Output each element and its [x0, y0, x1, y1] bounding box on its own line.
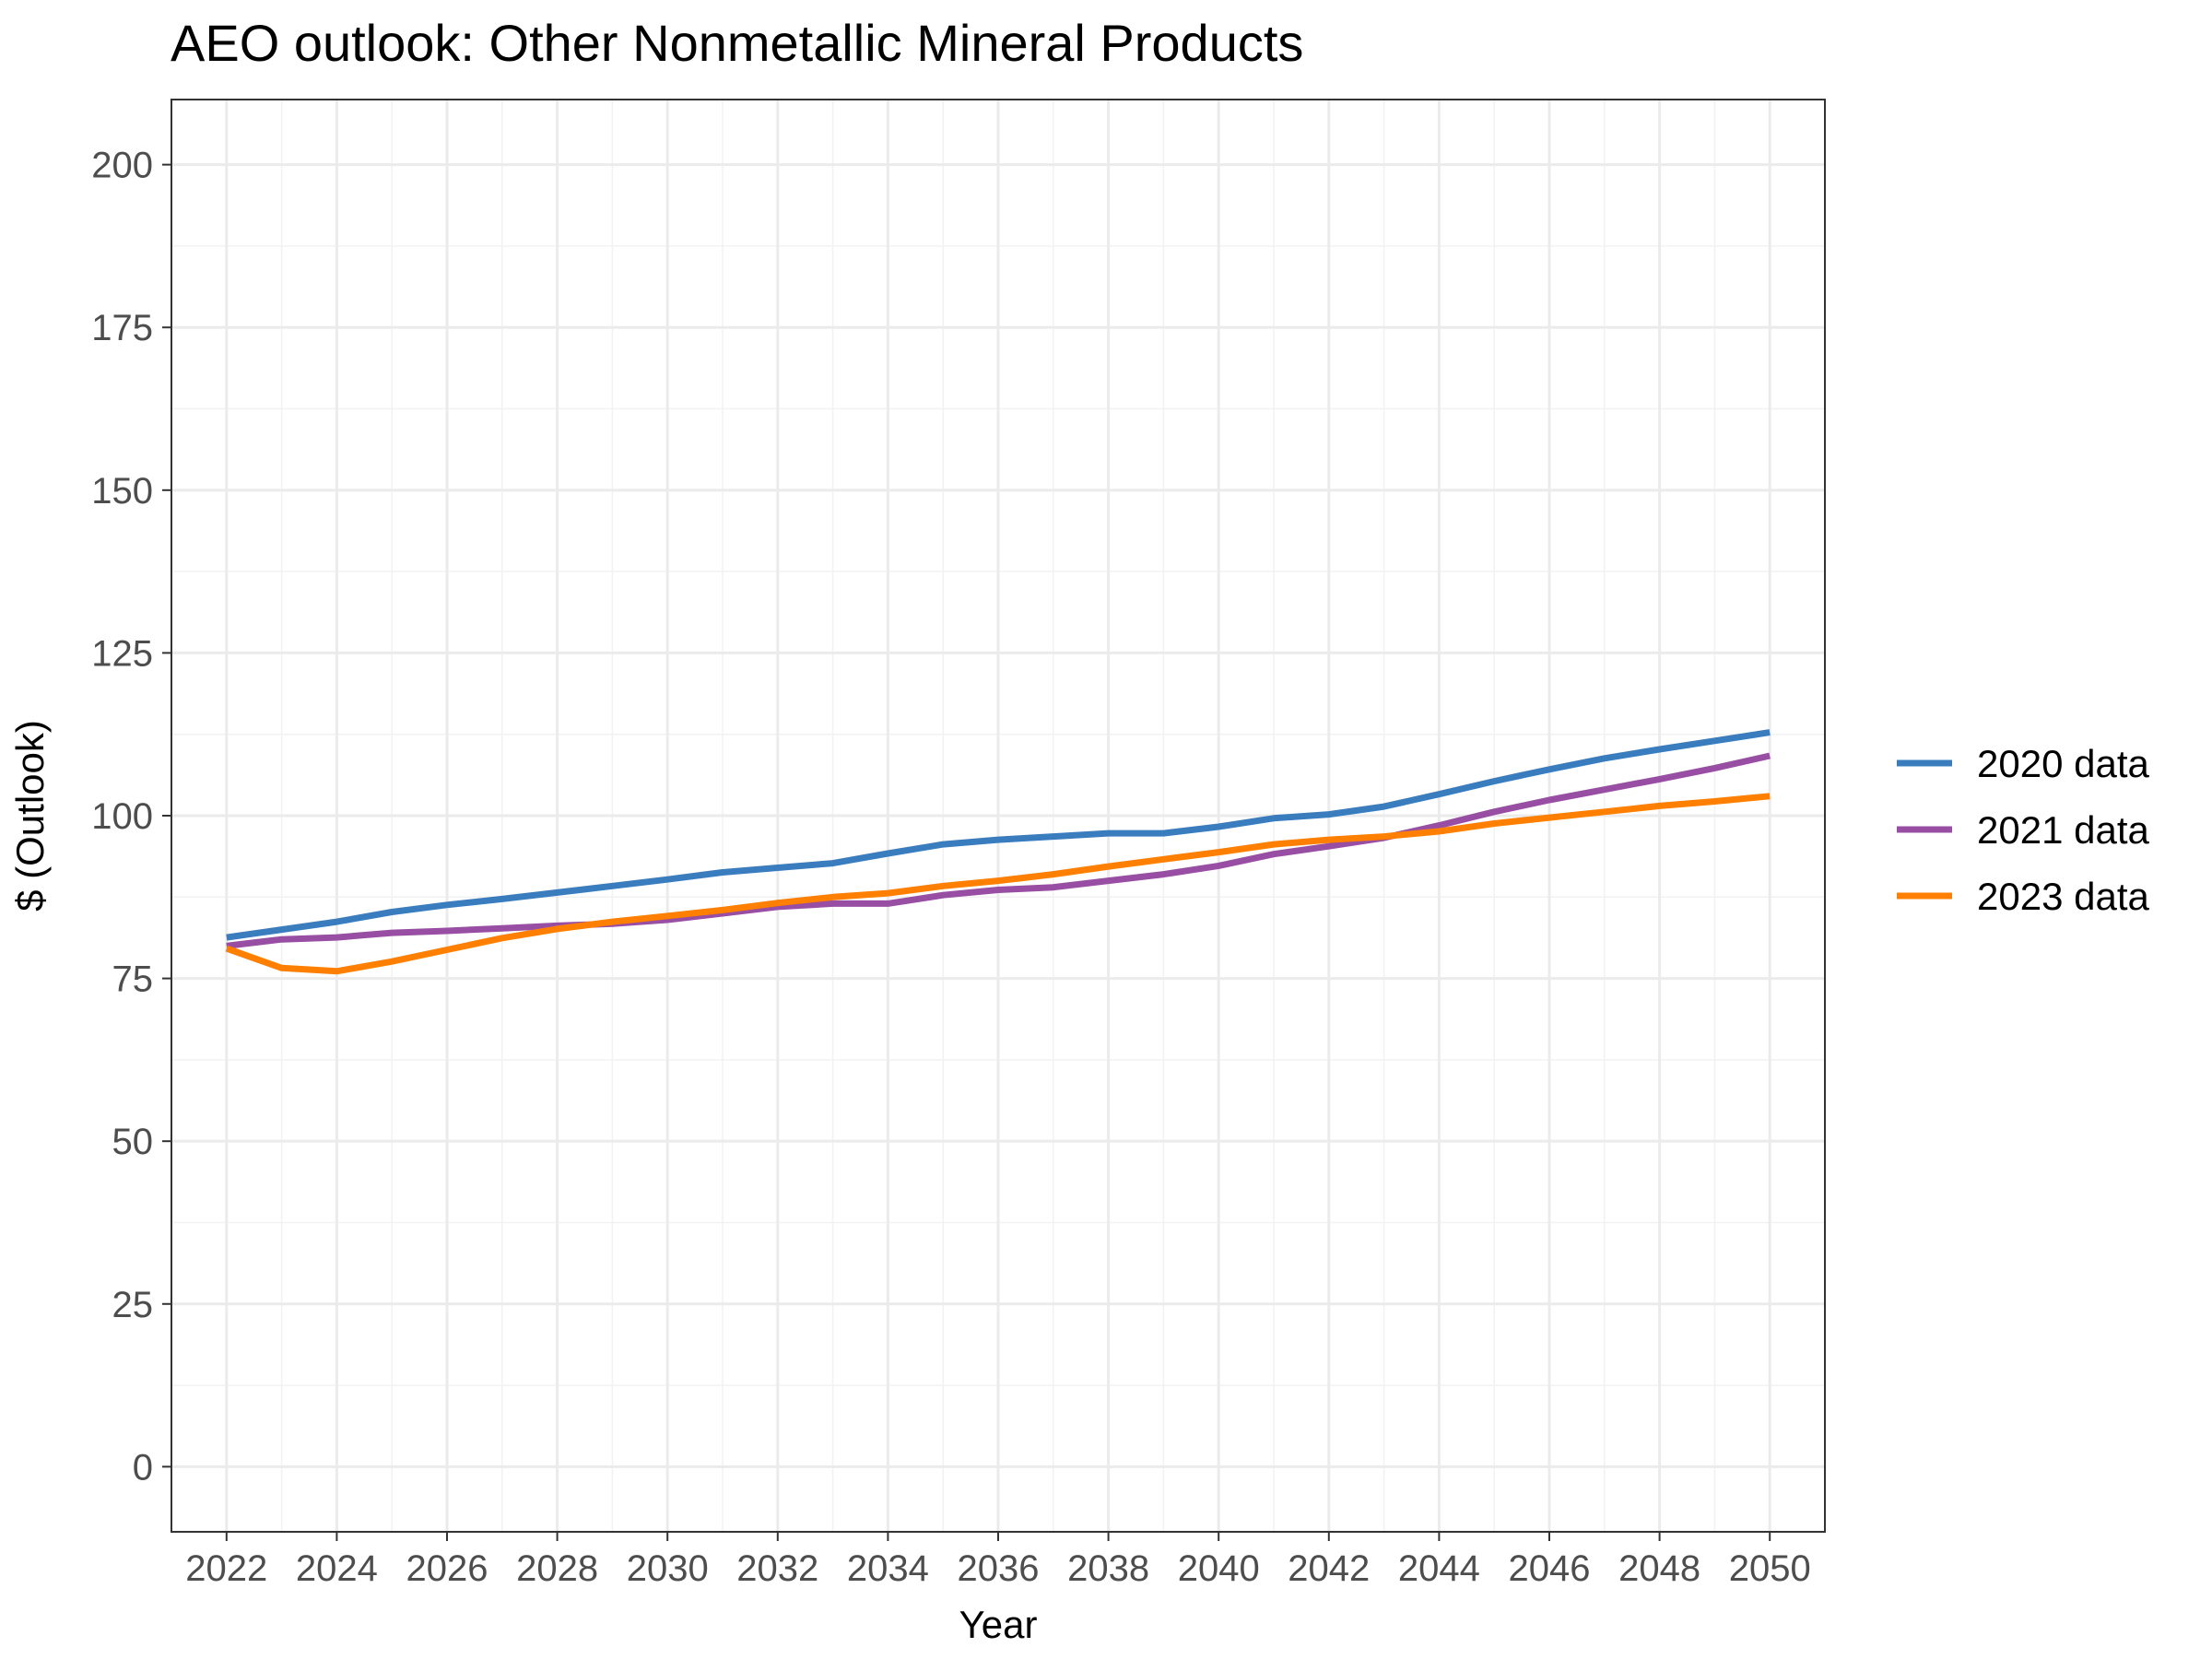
- y-tick-label: 0: [133, 1447, 153, 1488]
- x-tick-label: 2024: [296, 1548, 378, 1589]
- x-tick-label: 2042: [1288, 1548, 1370, 1589]
- y-tick-label: 175: [91, 308, 153, 348]
- legend: 2020 data 2021 data 2023 data: [1897, 742, 2149, 918]
- x-tick-label: 2026: [406, 1548, 488, 1589]
- y-tick-label: 150: [91, 471, 153, 512]
- x-axis: 2022 2024 2026 2028 2030 2032 2034 2036 2038 2040…: [185, 1532, 1811, 1589]
- y-axis-title: $ (Outlook): [8, 720, 52, 912]
- x-tick-label: 2034: [847, 1548, 929, 1589]
- x-tick-label: 2022: [185, 1548, 267, 1589]
- legend-label: 2021 data: [1977, 808, 2149, 852]
- series-line-2020-data: [226, 729, 1771, 941]
- legend-label: 2023 data: [1977, 875, 2149, 918]
- y-tick-label: 25: [112, 1285, 154, 1325]
- x-tick-label: 2032: [736, 1548, 818, 1589]
- x-axis-title: Year: [959, 1603, 1038, 1646]
- x-tick-label: 2036: [958, 1548, 1040, 1589]
- x-tick-label: 2040: [1178, 1548, 1260, 1589]
- series-layer: [225, 729, 1771, 975]
- y-tick-label: 100: [91, 796, 153, 837]
- series-line-2023-data: [225, 793, 1771, 975]
- series-line-2021-data: [226, 752, 1771, 949]
- chart-title: AEO outlook: Other Nonmetallic Mineral P…: [171, 14, 1303, 72]
- x-tick-label: 2028: [516, 1548, 598, 1589]
- x-tick-label: 2048: [1618, 1548, 1700, 1589]
- y-tick-label: 200: [91, 146, 153, 186]
- y-tick-label: 75: [112, 959, 154, 1000]
- x-tick-label: 2044: [1398, 1548, 1480, 1589]
- x-tick-label: 2046: [1509, 1548, 1591, 1589]
- x-tick-label: 2038: [1067, 1548, 1149, 1589]
- x-tick-label: 2050: [1729, 1548, 1811, 1589]
- y-tick-label: 50: [112, 1122, 154, 1162]
- x-tick-label: 2030: [627, 1548, 709, 1589]
- grid-major: [171, 100, 1825, 1532]
- legend-label: 2020 data: [1977, 742, 2149, 785]
- y-tick-label: 125: [91, 633, 153, 674]
- y-axis: 0 25 50 75 100 125 150 175 200: [91, 146, 171, 1488]
